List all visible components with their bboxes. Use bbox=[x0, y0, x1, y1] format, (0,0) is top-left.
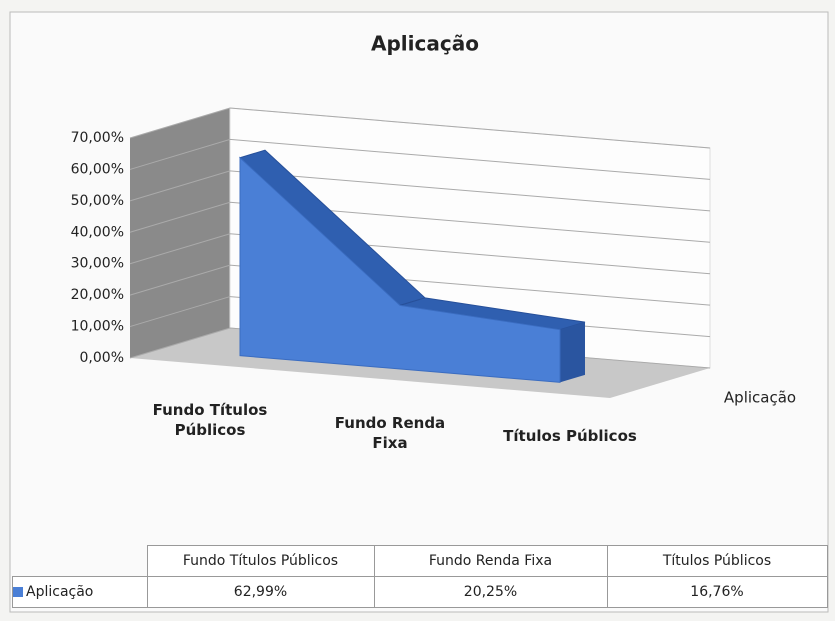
y-tick-label: 10,00% bbox=[71, 319, 124, 335]
table-value: 16,76% bbox=[606, 576, 828, 608]
legend-cell: Aplicação bbox=[12, 576, 148, 608]
y-tick-label: 0,00% bbox=[80, 350, 124, 366]
grid-line bbox=[129, 264, 711, 306]
x-tick-label: Títulos Públicos bbox=[503, 427, 637, 446]
y-tick-label: 40,00% bbox=[71, 224, 124, 240]
table-header: Fundo Títulos Públicos bbox=[146, 545, 375, 577]
table-header: Títulos Públicos bbox=[606, 545, 828, 577]
area-side bbox=[560, 322, 585, 383]
table-corner bbox=[13, 546, 148, 577]
table-row: Aplicação 62,99% 20,25% 16,76% bbox=[12, 576, 828, 608]
data-table: Fundo Títulos Públicos Fundo Renda Fixa Tí… bbox=[12, 545, 828, 608]
x-tick-label: Fundo Títulos Públicos bbox=[152, 400, 268, 439]
grid-line bbox=[129, 233, 711, 275]
legend-label: Aplicação bbox=[26, 584, 94, 600]
chart-title: Aplicação bbox=[371, 32, 479, 56]
area-front bbox=[239, 156, 561, 383]
table-value: 20,25% bbox=[373, 576, 608, 608]
y-tick-label: 60,00% bbox=[71, 161, 124, 177]
grid-line bbox=[129, 138, 711, 180]
grid-line bbox=[129, 201, 711, 243]
grid-line bbox=[129, 107, 711, 149]
depth-axis-label: Aplicação bbox=[724, 389, 796, 407]
left-wall bbox=[130, 108, 230, 358]
y-tick-label: 50,00% bbox=[71, 193, 124, 209]
x-tick-label: Fundo Renda Fixa bbox=[334, 414, 446, 452]
y-tick-label: 30,00% bbox=[71, 256, 124, 272]
table-value: 62,99% bbox=[146, 576, 375, 608]
table-header-row: Fundo Títulos Públicos Fundo Renda Fixa Tí… bbox=[13, 545, 828, 577]
grid-line bbox=[129, 170, 711, 212]
y-tick-label: 20,00% bbox=[71, 287, 124, 303]
table-header: Fundo Renda Fixa bbox=[373, 545, 608, 577]
y-tick-label: 70,00% bbox=[71, 130, 124, 146]
legend-key bbox=[13, 587, 23, 597]
